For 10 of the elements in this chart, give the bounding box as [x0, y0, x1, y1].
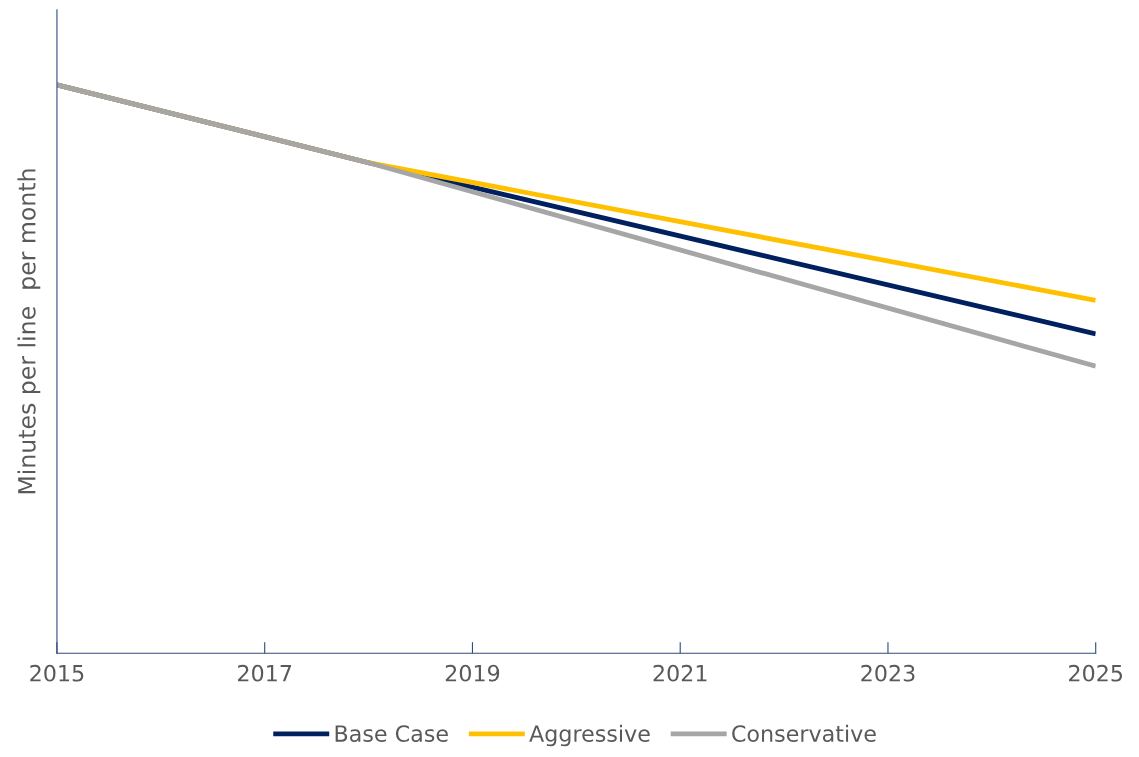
x-tick-label: 2021: [653, 664, 707, 682]
x-tick-label: 2017: [238, 664, 292, 682]
x-tick-label: 2025: [1069, 664, 1123, 682]
legend-label: Base Case: [335, 725, 448, 742]
x-tick-label: 2015: [30, 664, 84, 682]
legend-label: Conservative: [732, 724, 876, 742]
x-tick-label: 2023: [861, 664, 915, 682]
legend-label: Aggressive: [529, 724, 650, 747]
y-axis-title: Minutes per line per month: [17, 169, 41, 494]
x-tick-label: 2019: [445, 664, 500, 682]
